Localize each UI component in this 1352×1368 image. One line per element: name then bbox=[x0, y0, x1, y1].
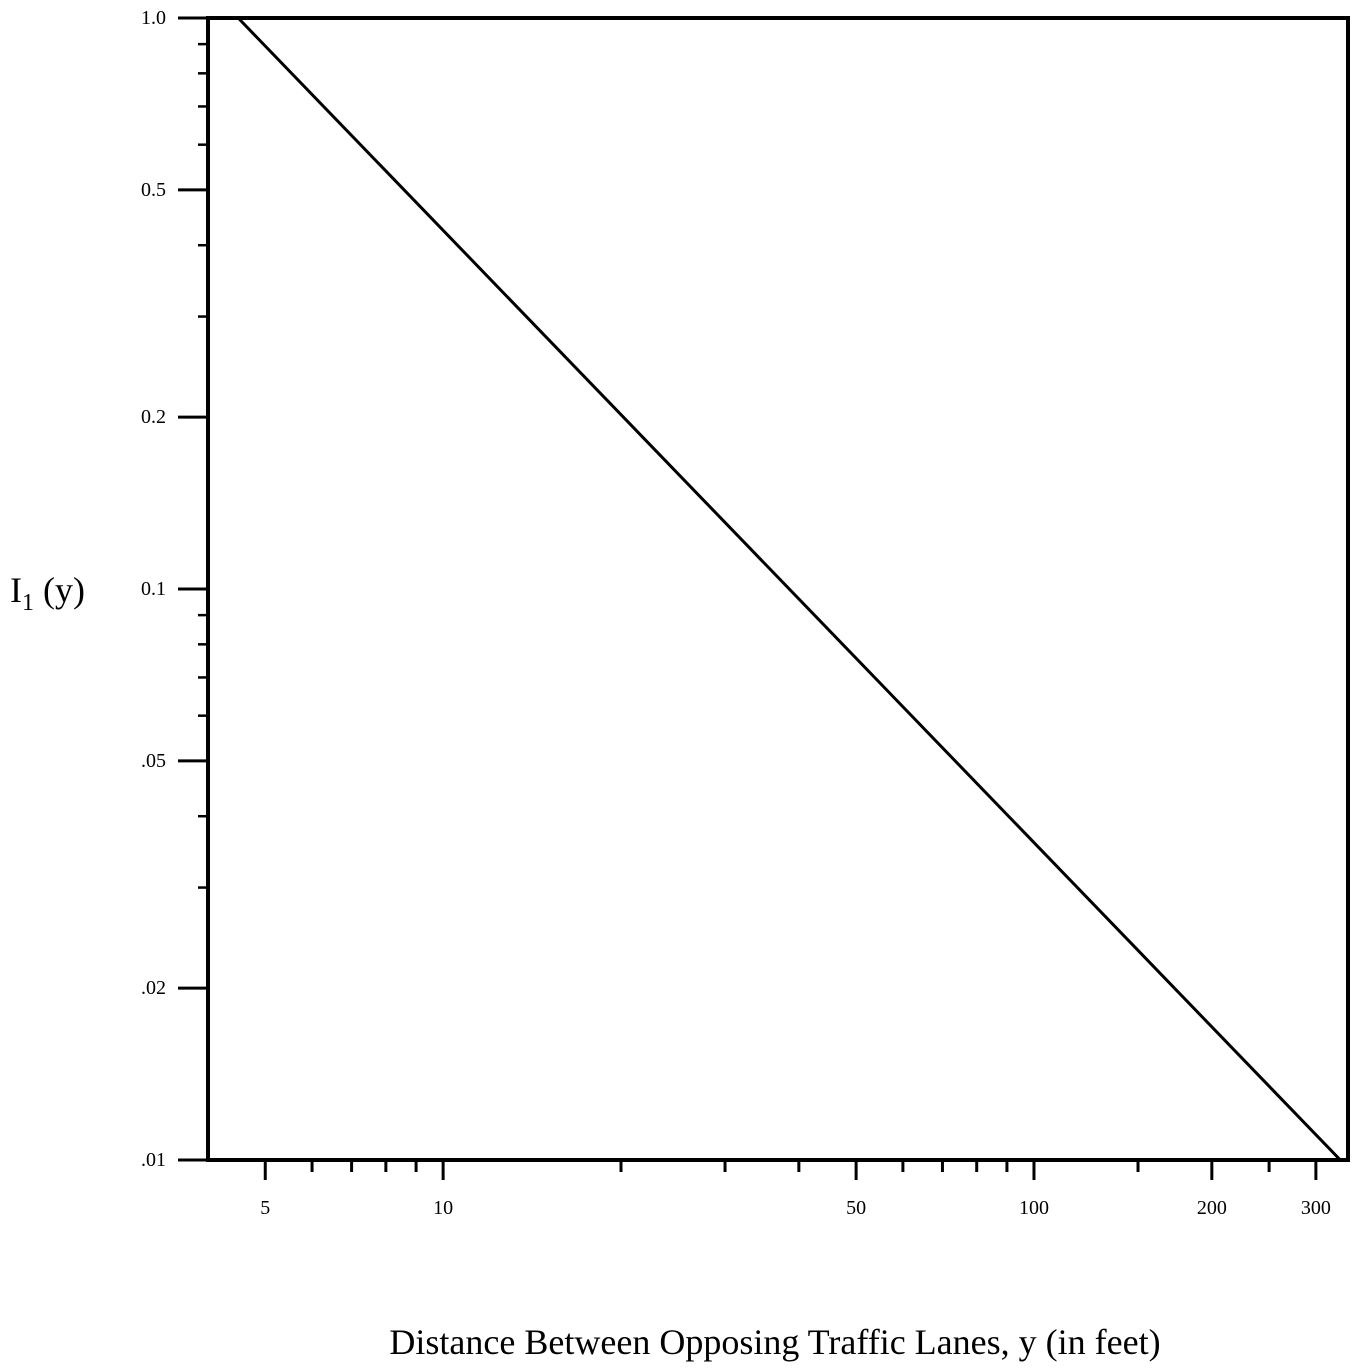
y-tick-label: .01 bbox=[141, 1149, 166, 1171]
y-tick-label: 0.1 bbox=[141, 578, 166, 600]
y-axis-label: I1 (y) bbox=[10, 570, 85, 616]
x-axis-label: Distance Between Opposing Traffic Lanes,… bbox=[389, 1322, 1160, 1362]
y-axis-label-subscript: 1 bbox=[22, 590, 34, 616]
y-tick-label: 1.0 bbox=[141, 7, 166, 29]
x-tick-label: 5 bbox=[260, 1197, 270, 1219]
y-tick-label: .02 bbox=[141, 977, 166, 999]
x-tick-label: 300 bbox=[1301, 1197, 1331, 1219]
y-tick-label: 0.5 bbox=[141, 179, 166, 201]
y-tick-label: 0.2 bbox=[141, 406, 166, 428]
x-tick-label: 10 bbox=[433, 1197, 453, 1219]
y-tick-label: .05 bbox=[141, 750, 166, 772]
x-tick-label: 50 bbox=[846, 1197, 866, 1219]
series-line bbox=[237, 16, 1342, 1162]
y-axis-label-main: I bbox=[10, 570, 22, 610]
y-axis-label-tail: (y) bbox=[34, 570, 85, 610]
axis-ticks bbox=[178, 16, 1318, 1180]
x-tick-label: 100 bbox=[1019, 1197, 1049, 1219]
x-tick-label: 200 bbox=[1197, 1197, 1227, 1219]
plot-frame bbox=[206, 16, 1350, 1162]
series-layer bbox=[237, 16, 1342, 1162]
tick-labels: 1.0 0.5 0.2 0.1 .05 .02 .01 5 10 50 100 200 300 bbox=[141, 7, 1331, 1219]
